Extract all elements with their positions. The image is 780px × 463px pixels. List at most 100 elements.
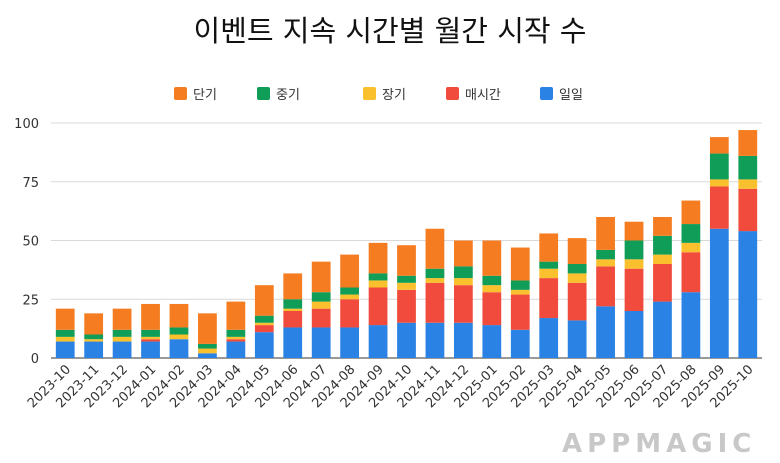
bar-segment	[653, 254, 672, 264]
bar-segment	[482, 240, 502, 276]
bar-segment	[653, 301, 672, 358]
bar-segment	[425, 282, 445, 323]
legend-label: 일일	[559, 88, 583, 103]
bar-segment	[141, 303, 160, 330]
bar-segment	[539, 233, 559, 262]
bar-segment	[596, 249, 615, 260]
bar-segment	[368, 242, 388, 274]
bar-segment	[681, 252, 701, 293]
bar-segment	[311, 301, 331, 309]
bar-segment	[624, 311, 644, 358]
y-tick-label: 25	[22, 293, 39, 308]
bar-segment	[539, 278, 559, 319]
bar-segment	[539, 268, 559, 279]
bar-segment	[709, 179, 729, 187]
bar-segment	[283, 273, 303, 300]
bar-segment	[510, 329, 530, 358]
bar-segment	[510, 280, 530, 290]
bar-segment	[624, 221, 644, 241]
legend-swatch	[540, 87, 553, 100]
bar-segment	[169, 334, 189, 340]
bar-segment	[482, 325, 502, 358]
bar-segment	[453, 278, 473, 286]
legend-label: 매시간	[465, 88, 501, 103]
bar-segment	[55, 341, 75, 358]
bar-segment	[254, 322, 274, 326]
bar-segment	[112, 336, 132, 342]
bar-segment	[624, 268, 644, 311]
y-tick-label: 100	[14, 117, 39, 132]
bar-segment	[254, 332, 274, 358]
bar-segment	[738, 188, 758, 232]
bar-segment	[84, 313, 104, 335]
bar-segment	[340, 327, 360, 358]
bar-segment	[681, 292, 701, 358]
bar-segment	[482, 292, 502, 326]
bar-segment	[283, 299, 303, 309]
bar-segment	[567, 238, 587, 264]
bar-segment	[311, 292, 331, 302]
bar-segment	[84, 339, 104, 342]
bar-segment	[198, 313, 217, 344]
bar-segment	[169, 303, 189, 328]
bar-segment	[283, 311, 303, 328]
bar-segment	[567, 320, 587, 358]
bar-segment	[425, 322, 445, 358]
bar-segment	[226, 336, 246, 340]
x-axis-ticks: 2023-102023-112023-122024-012024-022024-…	[25, 362, 757, 411]
bar-segment	[368, 280, 388, 288]
bar-segment	[738, 231, 758, 358]
y-axis-ticks: 0 25 50 75 100	[14, 117, 39, 367]
appmagic-watermark: APPMAGIC	[562, 429, 756, 459]
bar-segment	[596, 217, 615, 250]
bar-segment	[738, 155, 758, 180]
bar-segment	[340, 254, 360, 288]
bar-segment	[397, 322, 416, 358]
bar-segment	[453, 322, 473, 358]
bar-segment	[112, 329, 132, 337]
bar-segment	[226, 339, 246, 342]
bar-segment	[340, 294, 360, 300]
bar-segment	[709, 153, 729, 180]
bar-segment	[368, 287, 388, 326]
bar-segment	[112, 308, 132, 330]
bar-segment	[198, 343, 217, 349]
bar-segment	[425, 268, 445, 279]
bar-segment	[653, 235, 672, 255]
bar-segment	[226, 301, 246, 330]
bar-segment	[709, 186, 729, 229]
bar-segment	[453, 266, 473, 279]
bar-segment	[653, 217, 672, 236]
bar-segment	[453, 240, 473, 267]
legend-label: 중기	[276, 88, 300, 103]
bar-segment	[226, 341, 246, 358]
bar-segment	[510, 247, 530, 281]
bar-segment	[55, 329, 75, 337]
bar-segment	[397, 289, 416, 323]
bar-segment	[198, 348, 217, 354]
bar-segment	[283, 327, 303, 358]
bar-segment	[141, 336, 160, 340]
legend-swatch	[446, 87, 459, 100]
bar-segment	[226, 329, 246, 337]
bar-segment	[198, 353, 217, 358]
bar-segment	[368, 325, 388, 358]
bar-segment	[112, 341, 132, 358]
bar-segment	[254, 285, 274, 316]
bar-segment	[681, 224, 701, 243]
bar-segment	[510, 294, 530, 330]
bar-segment	[397, 275, 416, 283]
bar-segment	[311, 327, 331, 358]
bar-segment	[84, 341, 104, 358]
bar-segment	[709, 137, 729, 154]
bar-segment	[482, 285, 502, 293]
bar-segment	[510, 289, 530, 295]
chart-title: 이벤트 지속 시간별 월간 시작 수	[193, 14, 587, 48]
bars	[55, 130, 758, 358]
bar-segment	[425, 228, 445, 269]
bar-segment	[567, 282, 587, 321]
legend-swatch	[174, 87, 187, 100]
bar-segment	[368, 273, 388, 281]
bar-segment	[254, 315, 274, 323]
bar-segment	[738, 130, 758, 156]
